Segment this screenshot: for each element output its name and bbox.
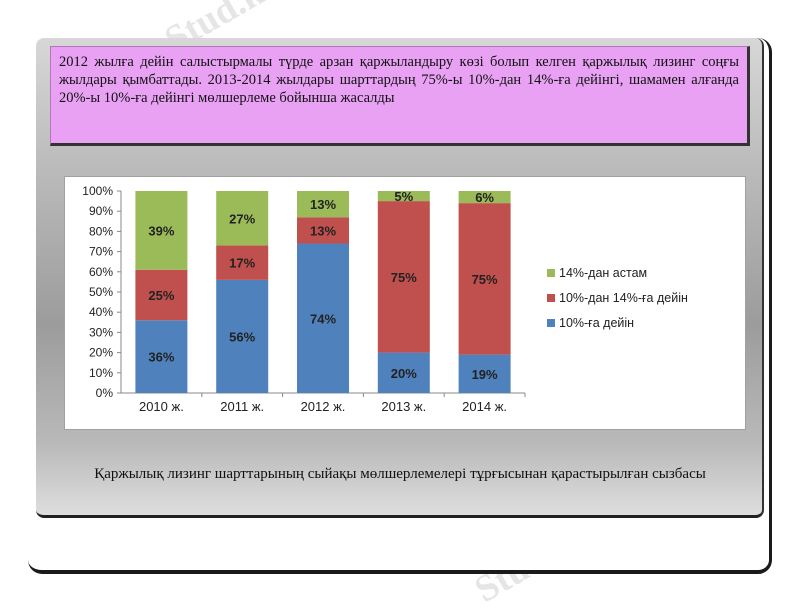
bar-segment: [297, 217, 349, 244]
data-label: 20%: [391, 366, 417, 381]
bar-segment: [377, 201, 430, 353]
bar-segment: [297, 243, 349, 393]
legend-label: 14%-дан астам: [559, 266, 647, 280]
legend-label: 10%-дан 14%-ға дейін: [559, 291, 688, 305]
y-tick-label: 10%: [89, 366, 113, 380]
data-label: 19%: [472, 367, 498, 382]
bar-segment: [216, 279, 269, 393]
header-text-box: 2012 жылға дейін салыстырмалы түрде арза…: [50, 46, 750, 146]
y-tick-label: 100%: [82, 184, 113, 198]
data-label: 6%: [475, 190, 494, 205]
data-label: 36%: [148, 350, 174, 365]
data-label: 39%: [148, 223, 174, 238]
bar-segment: [216, 191, 269, 246]
stacked-bar-chart: 0% 10% 20% 30% 40% 50% 60% 70% 80% 90% 100% 36% 25% 3…: [82, 184, 688, 414]
chart-container: 0% 10% 20% 30% 40% 50% 60% 70% 80% 90% 100% 36% 25% 3…: [64, 176, 746, 430]
data-label: 5%: [394, 189, 413, 204]
y-tick-label: 0%: [96, 386, 114, 400]
data-label: 75%: [472, 272, 498, 287]
bar-segment: [458, 354, 511, 393]
y-tick-label: 90%: [89, 204, 113, 218]
data-label: 25%: [148, 288, 174, 303]
data-label: 17%: [229, 256, 255, 271]
x-tick-label: 2011 ж.: [220, 399, 264, 414]
data-label: 75%: [391, 270, 417, 285]
legend-swatch: [547, 294, 555, 302]
legend-swatch: [547, 269, 555, 277]
data-label: 74%: [310, 311, 336, 326]
y-tick-label: 80%: [89, 224, 113, 238]
bar-segment: [458, 203, 511, 355]
bar-segment: [377, 191, 430, 202]
x-tick-label: 2013 ж.: [381, 399, 426, 414]
bar-segment: [135, 269, 188, 321]
bar-segment: [297, 191, 349, 218]
bar-segment: [135, 320, 188, 393]
data-label: 27%: [229, 211, 255, 226]
bar-segment: [135, 191, 188, 270]
y-tick-label: 70%: [89, 245, 113, 259]
x-tick-label: 2012 ж.: [301, 399, 346, 414]
y-tick-label: 30%: [89, 325, 113, 339]
header-text: 2012 жылға дейін салыстырмалы түрде арза…: [59, 54, 739, 106]
bar-segment: [216, 245, 269, 280]
chart-caption: Қаржылық лизинг шарттарының сыйақы мөлше…: [94, 466, 706, 482]
data-label: 13%: [310, 197, 336, 212]
bar-segment: [458, 191, 511, 204]
legend-label: 10%-ға дейін: [559, 316, 634, 330]
x-tick-label: 2010 ж.: [139, 399, 184, 414]
bar-segment: [377, 352, 430, 393]
y-tick-label: 40%: [89, 305, 113, 319]
x-tick-label: 2014 ж.: [462, 399, 507, 414]
y-tick-label: 20%: [89, 346, 113, 360]
legend-swatch: [547, 319, 555, 327]
data-label: 56%: [229, 329, 255, 344]
data-label: 13%: [310, 223, 336, 238]
y-tick-label: 50%: [89, 285, 113, 299]
y-tick-label: 60%: [89, 265, 113, 279]
